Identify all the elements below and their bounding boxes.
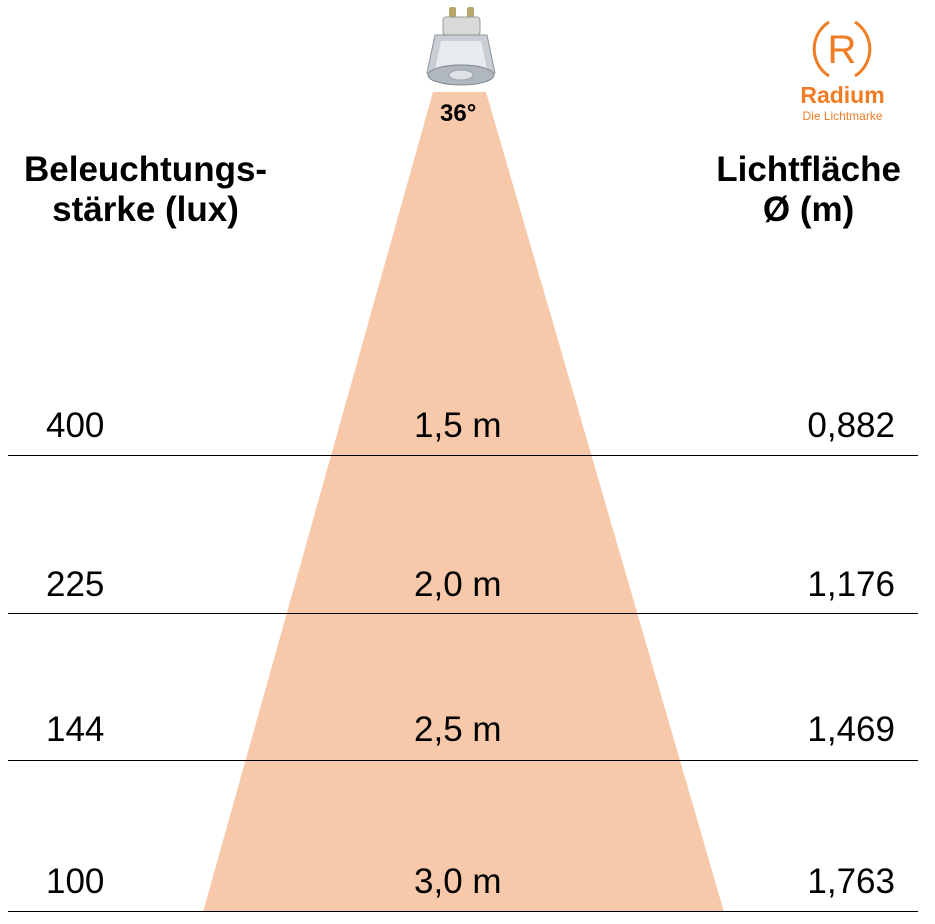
beam-angle-label: 36° (440, 100, 477, 127)
row-separator-1 (8, 455, 918, 456)
logo-letter: R (828, 28, 857, 72)
illuminance-header-line2: stärke (lux) (52, 190, 239, 229)
light-area-header: Lichtfläche Ø (m) (716, 150, 901, 230)
distance-value-2: 2,0 m (414, 565, 502, 604)
distance-value-4: 3,0 m (414, 862, 502, 901)
lux-value-2: 225 (46, 565, 105, 604)
distance-value-1: 1,5 m (414, 406, 502, 445)
row-separator-2 (8, 613, 918, 614)
lux-value-4: 100 (46, 862, 105, 901)
light-area-header-line2: Ø (m) (762, 190, 855, 229)
diameter-value-3: 1,469 (807, 710, 895, 749)
radium-logo-icon: R (812, 20, 872, 78)
light-cone-beam (203, 92, 724, 912)
brand-name: Radium (800, 82, 885, 108)
light-area-header-line1: Lichtfläche (716, 150, 901, 189)
lux-value-1: 400 (46, 406, 105, 445)
row-separator-4 (8, 911, 918, 912)
illuminance-header-line1: Beleuchtungs- (24, 150, 268, 189)
radium-logo: R Radium Die Lichtmarke (790, 14, 895, 124)
illuminance-header: Beleuchtungs- stärke (lux) (24, 150, 267, 230)
diameter-value-2: 1,176 (807, 565, 895, 604)
bulb-icon (423, 5, 499, 95)
brand-tagline: Die Lichtmarke (802, 109, 883, 123)
diameter-value-4: 1,763 (807, 862, 895, 901)
diameter-value-1: 0,882 (807, 406, 895, 445)
distance-value-3: 2,5 m (414, 710, 502, 749)
lux-value-3: 144 (46, 710, 105, 749)
row-separator-3 (8, 760, 918, 761)
